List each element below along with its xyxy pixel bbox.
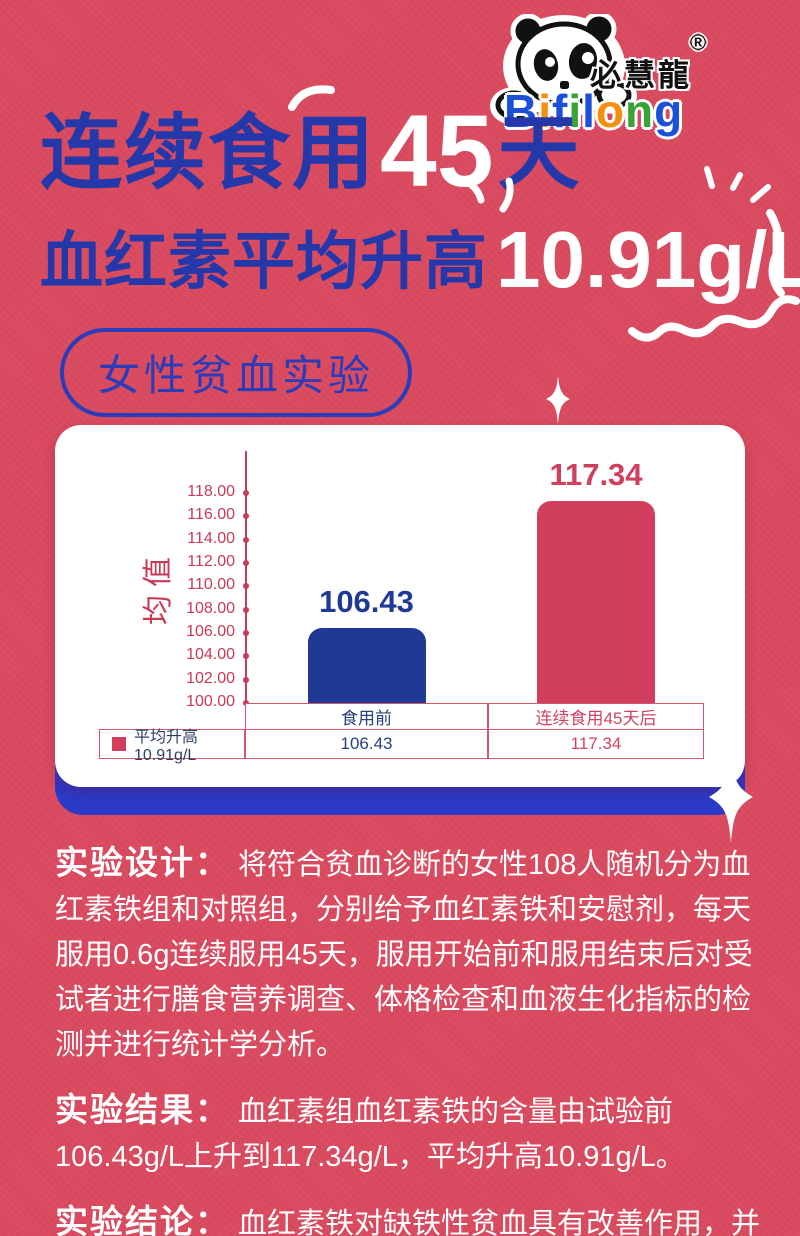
legend-swatch [112, 737, 126, 751]
section-design-body: 将符合贫血诊断的女性108人随机分为血红素铁组和对照组，分别给予血红素铁和安慰剂… [55, 849, 753, 1061]
table-value-cell: 106.43 [245, 729, 488, 759]
brand-letter: l [582, 85, 596, 137]
y-tick-dot [243, 490, 249, 496]
y-tick-label: 110.00 [187, 576, 235, 594]
section-result-heading: 实验结果： [55, 1091, 230, 1128]
y-tick-label: 106.00 [186, 623, 235, 640]
headline1-tail: 天 [497, 108, 582, 199]
registered-mark: ® [690, 30, 707, 55]
table-category-cell: 食用前 [245, 703, 488, 730]
legend-label: 平均升高10.91g/L [134, 729, 199, 764]
y-tick-dot [243, 676, 249, 683]
section-result: 实验结果： 血红素组血红素铁的含量由试验前106.43g/L上升到117.34g/… [55, 1087, 765, 1180]
table-value-cell: 117.34 [488, 729, 704, 759]
brand-letter: f [552, 85, 569, 137]
section-conclusion: 实验结论： 血红素铁对缺铁性贫血具有改善作用，并对受试者健康无不良影响 [55, 1199, 765, 1236]
brand-logo: 必慧龍 ® Bifilong [486, 14, 726, 146]
section-result-body: 血红素组血红素铁的含量由试验前106.43g/L上升到117.34g/L，平均升… [55, 1096, 685, 1173]
y-tick-label: 118.00 [187, 483, 235, 500]
y-tick-dot [243, 630, 249, 636]
y-tick-label: 114.00 [187, 529, 235, 547]
brand-letter: i [538, 85, 553, 137]
y-tick-label: 112.00 [187, 553, 235, 570]
y-tick-label: 100.00 [186, 693, 235, 710]
headline1-lead: 连续食用 [40, 108, 377, 199]
bar-value-label: 106.43 [319, 583, 414, 619]
brand-letter: i [568, 85, 583, 137]
chart-bar [307, 627, 426, 703]
headline-line2: 血红素平均升高 10.91g/L [40, 210, 800, 304]
table-category-cell: 连续食用45天后 [488, 703, 704, 730]
experiment-badge: 女性贫血实验 [60, 328, 413, 417]
brand-name-en: Bifilong [504, 84, 683, 138]
brand-letter: B [504, 85, 539, 137]
headline1-number: 45 [380, 94, 494, 208]
y-tick-dot [243, 653, 249, 660]
y-tick-dot [243, 583, 249, 590]
headline2-lead: 血红素平均升高 [40, 227, 488, 297]
panda-icon [490, 14, 637, 125]
chart-bar [537, 500, 655, 703]
y-tick-dot [243, 536, 249, 543]
y-axis-line [245, 451, 247, 711]
brand-letter: n [625, 85, 655, 137]
y-tick-dot [243, 560, 249, 566]
y-tick-label: 102.00 [186, 669, 235, 687]
y-tick-label: 104.00 [186, 646, 235, 664]
y-tick-label: 108.00 [186, 599, 235, 617]
bar-value-label: 117.34 [549, 456, 643, 492]
section-design: 实验设计： 将符合贫血诊断的女性108人随机分为血红素铁组和对照组，分别给予血红素… [55, 840, 765, 1068]
chart-card: 均值 118.00 116.00 114.00 112.00 110.00 108.00 1… [55, 425, 745, 817]
y-tick-dot [243, 606, 249, 613]
sparkle-icon-small [546, 376, 570, 424]
brand-letter: o [595, 85, 626, 137]
table-legend-cell: 平均升高10.91g/L [99, 729, 245, 764]
bar-chart: 均值 118.00 116.00 114.00 112.00 110.00 108.00 1… [55, 425, 745, 787]
brand-name-cn: 必慧龍 [590, 58, 692, 93]
section-conclusion-heading: 实验结论： [55, 1203, 230, 1236]
y-tick-dot [243, 513, 249, 520]
headline-line1: 连续食用45天 [40, 86, 582, 208]
section-design-heading: 实验设计： [55, 844, 230, 881]
y-tick-label: 116.00 [187, 506, 235, 524]
section-conclusion-body: 血红素铁对缺铁性贫血具有改善作用，并对受试者健康无不良影响 [238, 1208, 761, 1236]
headline2-number: 10.91g/L [496, 215, 800, 304]
card-surface: 均值 118.00 116.00 114.00 112.00 110.00 108.00 1… [55, 425, 745, 787]
text-sections: 实验设计： 将符合贫血诊断的女性108人随机分为血红素铁组和对照组，分别给予血红素… [55, 840, 765, 1236]
brand-letter: g [654, 85, 684, 137]
